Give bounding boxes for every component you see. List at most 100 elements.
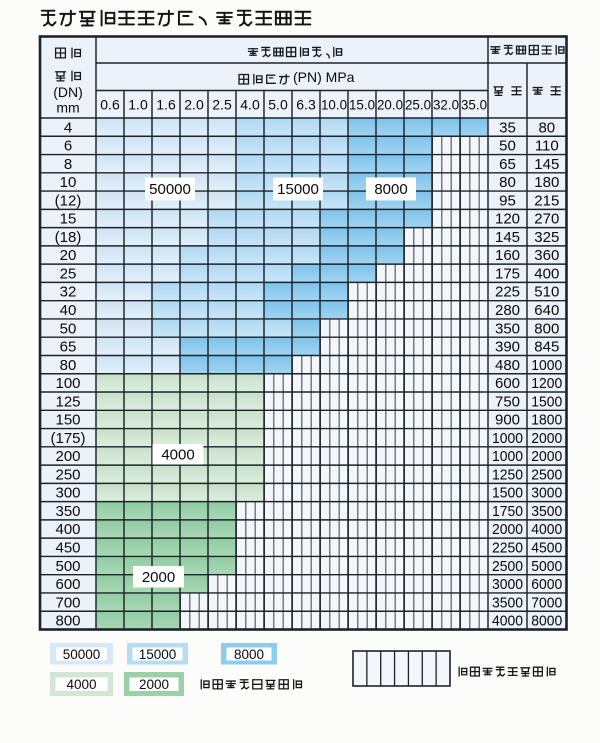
svg-text:50: 50 bbox=[499, 138, 516, 155]
svg-text:600: 600 bbox=[55, 576, 80, 593]
svg-text:270: 270 bbox=[534, 211, 559, 228]
svg-text:8000: 8000 bbox=[374, 181, 407, 198]
svg-text:125: 125 bbox=[55, 393, 80, 410]
svg-text:2000: 2000 bbox=[139, 677, 169, 692]
svg-text:6: 6 bbox=[64, 138, 72, 155]
svg-text:510: 510 bbox=[534, 284, 559, 301]
svg-text:2.0: 2.0 bbox=[184, 97, 204, 113]
svg-text:200: 200 bbox=[55, 448, 80, 465]
svg-text:1.6: 1.6 bbox=[156, 97, 176, 113]
svg-text:40: 40 bbox=[60, 302, 77, 319]
svg-text:15: 15 bbox=[60, 211, 77, 228]
svg-text:500: 500 bbox=[55, 558, 80, 575]
svg-text:100: 100 bbox=[55, 375, 80, 392]
svg-text:10.0: 10.0 bbox=[321, 97, 347, 113]
svg-text:1500: 1500 bbox=[492, 485, 523, 502]
svg-text:80: 80 bbox=[538, 119, 555, 136]
svg-text:480: 480 bbox=[495, 357, 520, 374]
svg-text:400: 400 bbox=[55, 521, 80, 538]
svg-text:120: 120 bbox=[495, 211, 520, 228]
svg-text:0.6: 0.6 bbox=[100, 97, 120, 113]
svg-text:3000: 3000 bbox=[492, 576, 523, 593]
svg-text:180: 180 bbox=[534, 174, 559, 191]
svg-text:35: 35 bbox=[499, 119, 516, 136]
svg-text:50000: 50000 bbox=[149, 181, 191, 198]
svg-text:2250: 2250 bbox=[492, 540, 523, 557]
svg-text:80: 80 bbox=[499, 174, 516, 191]
svg-text:640: 640 bbox=[534, 302, 559, 319]
svg-text:4: 4 bbox=[64, 119, 72, 136]
svg-text:32: 32 bbox=[60, 284, 77, 301]
svg-text:225: 225 bbox=[495, 284, 520, 301]
svg-text:350: 350 bbox=[495, 320, 520, 337]
svg-text:1250: 1250 bbox=[492, 466, 523, 483]
svg-text:6.3: 6.3 bbox=[296, 97, 316, 113]
svg-text:5000: 5000 bbox=[531, 558, 562, 575]
svg-text:3000: 3000 bbox=[531, 485, 562, 502]
svg-text:1200: 1200 bbox=[531, 375, 562, 392]
svg-text:15000: 15000 bbox=[139, 647, 177, 662]
svg-text:1000: 1000 bbox=[531, 357, 562, 374]
svg-text:25.0: 25.0 bbox=[405, 97, 431, 113]
svg-text:1.0: 1.0 bbox=[128, 97, 148, 113]
svg-text:(DN): (DN) bbox=[53, 84, 83, 100]
svg-text:4000: 4000 bbox=[161, 446, 194, 463]
svg-text:4500: 4500 bbox=[531, 540, 562, 557]
svg-text:4000: 4000 bbox=[492, 613, 523, 630]
svg-text:600: 600 bbox=[495, 375, 520, 392]
svg-text:145: 145 bbox=[495, 229, 520, 246]
svg-text:10: 10 bbox=[60, 174, 77, 191]
svg-text:25: 25 bbox=[60, 266, 77, 283]
svg-text:15000: 15000 bbox=[277, 181, 319, 198]
svg-text:280: 280 bbox=[495, 302, 520, 319]
svg-text:20: 20 bbox=[60, 247, 77, 264]
svg-text:8: 8 bbox=[64, 156, 72, 173]
svg-text:(12): (12) bbox=[55, 192, 82, 209]
svg-text:(PN) MPa: (PN) MPa bbox=[293, 69, 355, 85]
svg-text:2.5: 2.5 bbox=[212, 97, 232, 113]
svg-text:50: 50 bbox=[60, 320, 77, 337]
svg-text:1000: 1000 bbox=[492, 430, 523, 447]
svg-text:400: 400 bbox=[534, 266, 559, 283]
svg-text:800: 800 bbox=[534, 320, 559, 337]
svg-text:700: 700 bbox=[55, 594, 80, 611]
svg-text:450: 450 bbox=[55, 540, 80, 557]
svg-text:95: 95 bbox=[499, 192, 516, 209]
svg-text:50000: 50000 bbox=[63, 647, 101, 662]
svg-text:7000: 7000 bbox=[531, 594, 562, 611]
svg-text:300: 300 bbox=[55, 485, 80, 502]
svg-text:4000: 4000 bbox=[66, 677, 96, 692]
svg-text:350: 350 bbox=[55, 503, 80, 520]
svg-text:mm: mm bbox=[56, 100, 79, 116]
svg-text:160: 160 bbox=[495, 247, 520, 264]
svg-text:6000: 6000 bbox=[531, 576, 562, 593]
svg-text:845: 845 bbox=[534, 339, 559, 356]
svg-text:800: 800 bbox=[55, 613, 80, 630]
svg-text:2000: 2000 bbox=[531, 448, 562, 465]
svg-text:250: 250 bbox=[55, 466, 80, 483]
svg-text:360: 360 bbox=[534, 247, 559, 264]
svg-text:65: 65 bbox=[499, 156, 516, 173]
svg-text:15.0: 15.0 bbox=[349, 97, 375, 113]
svg-text:65: 65 bbox=[60, 339, 77, 356]
svg-text:5.0: 5.0 bbox=[268, 97, 288, 113]
svg-text:4000: 4000 bbox=[531, 521, 562, 538]
svg-text:35.0: 35.0 bbox=[461, 97, 487, 113]
svg-text:(18): (18) bbox=[55, 229, 82, 246]
svg-text:(175): (175) bbox=[50, 430, 85, 447]
svg-text:2000: 2000 bbox=[142, 569, 175, 586]
svg-text:150: 150 bbox=[55, 412, 80, 429]
svg-text:1750: 1750 bbox=[492, 503, 523, 520]
svg-text:325: 325 bbox=[534, 229, 559, 246]
svg-text:80: 80 bbox=[60, 357, 77, 374]
svg-text:3500: 3500 bbox=[531, 503, 562, 520]
svg-text:215: 215 bbox=[534, 192, 559, 209]
svg-text:390: 390 bbox=[495, 339, 520, 356]
svg-text:8000: 8000 bbox=[531, 613, 562, 630]
svg-text:2500: 2500 bbox=[492, 558, 523, 575]
svg-text:2000: 2000 bbox=[492, 521, 523, 538]
svg-text:3500: 3500 bbox=[492, 594, 523, 611]
svg-text:20.0: 20.0 bbox=[377, 97, 403, 113]
svg-text:110: 110 bbox=[535, 138, 559, 155]
svg-text:1000: 1000 bbox=[492, 448, 523, 465]
